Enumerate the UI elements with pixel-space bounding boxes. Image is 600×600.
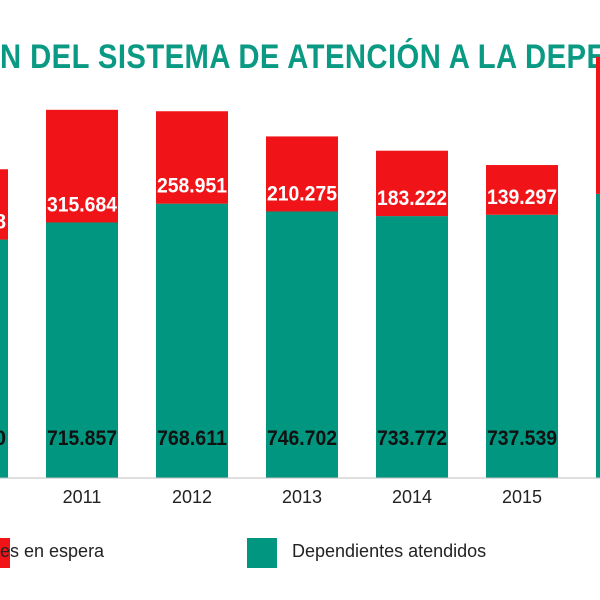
bar-waiting-6 (596, 56, 600, 194)
value-label-waiting-2: 258.951 (157, 175, 227, 198)
legend-label-attended: Dependientes atendidos (292, 541, 487, 561)
value-label-attended-0: 0 (0, 427, 6, 450)
bar-attended-3 (266, 211, 338, 479)
x-tick-2012: 2012 (172, 487, 212, 507)
value-label-attended-4: 733.772 (377, 427, 447, 450)
legend-swatch-attended (247, 538, 277, 568)
bar-attended-0 (0, 239, 8, 478)
x-tick-2014: 2014 (392, 487, 432, 507)
value-label-waiting-1: 315.684 (47, 193, 117, 216)
value-label-waiting-5: 139.297 (487, 186, 557, 209)
bar-waiting-0 (0, 169, 8, 240)
bar-attended-6 (596, 193, 600, 479)
bar-waiting-4 (376, 150, 448, 217)
bar-attended-1 (46, 222, 118, 478)
chart-title: N DEL SISTEMA DE ATENCIÓN A LA DEPEN (0, 38, 600, 76)
x-tick-2011: 2011 (63, 487, 102, 507)
bar-attended-4 (376, 216, 448, 478)
x-tick-2015: 2015 (502, 487, 542, 507)
bar-waiting-5 (486, 165, 558, 215)
value-label-attended-3: 746.702 (267, 427, 337, 450)
legend-swatch-waiting (0, 538, 10, 568)
bar-attended-2 (156, 203, 228, 479)
value-label-attended-2: 768.611 (157, 427, 227, 450)
value-label-attended-5: 737.539 (487, 427, 557, 450)
value-label-waiting-0: 8 (0, 211, 6, 234)
value-label-waiting-3: 210.275 (267, 182, 337, 205)
bar-attended-5 (486, 214, 558, 478)
value-label-attended-1: 715.857 (47, 427, 117, 450)
legend-label-waiting: es en espera (0, 541, 105, 561)
bar-waiting-3 (266, 136, 338, 212)
bar-waiting-2 (156, 111, 228, 204)
value-label-waiting-4: 183.222 (377, 187, 447, 210)
bar-waiting-1 (46, 109, 118, 223)
x-tick-2013: 2013 (282, 487, 322, 507)
